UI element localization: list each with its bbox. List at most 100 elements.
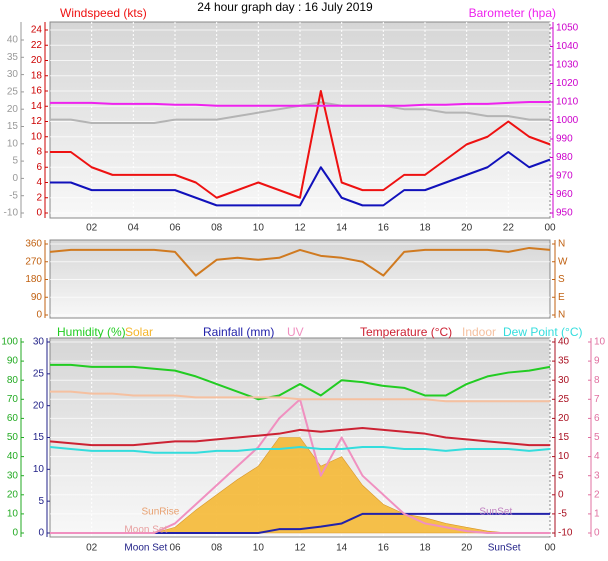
x-tick-label: 00 — [544, 223, 556, 234]
y-tick-label: 30 — [33, 337, 45, 348]
series-line — [50, 363, 551, 401]
y-tick-label: 10 — [31, 131, 43, 142]
y-tick-label: 10 — [7, 138, 19, 149]
y-tick-label: -10 — [558, 528, 573, 539]
y-tick-label: 40 — [558, 337, 570, 348]
y-tick-label: 10 — [33, 464, 45, 475]
y-tick-label: 950 — [556, 208, 573, 219]
y-tick-label: 2 — [36, 192, 42, 203]
y-tick-label: 5 — [558, 470, 564, 481]
y-tick-label: 80 — [7, 375, 19, 386]
y-tick-label: 18 — [31, 70, 43, 81]
y-tick-label: 0 — [12, 173, 18, 184]
y-tick-label: 20 — [7, 489, 19, 500]
x-tick-label: 12 — [294, 543, 306, 554]
y-tick-label: 15 — [558, 432, 570, 443]
annotation: Moon Set — [124, 543, 167, 554]
y-tick-label: 25 — [7, 87, 19, 98]
x-tick-label: 20 — [461, 543, 473, 554]
y-tick-label: E — [558, 292, 565, 303]
y-tick-label: 0 — [558, 489, 564, 500]
y-tick-label: 35 — [7, 52, 19, 63]
legend-entry: Humidity (%) — [57, 325, 126, 339]
legend-entry: Windspeed (kts) — [60, 6, 147, 20]
annotation: SunRise — [142, 507, 180, 518]
y-tick-label: -10 — [4, 208, 19, 219]
legend-entry: UV — [287, 325, 304, 339]
x-tick-label: 22 — [503, 223, 515, 234]
y-tick-label: 90 — [31, 292, 43, 303]
x-tick-label: 16 — [378, 223, 390, 234]
y-tick-label: 1040 — [556, 41, 579, 52]
y-tick-label: 5 — [12, 156, 18, 167]
y-tick-label: W — [558, 256, 568, 267]
y-tick-label: 0 — [36, 310, 42, 321]
series-line — [49, 426, 550, 447]
x-tick-label: 10 — [253, 223, 265, 234]
y-tick-label: 90 — [7, 356, 19, 367]
y-tick-label: 40 — [7, 451, 19, 462]
y-tick-label: 4 — [36, 177, 42, 188]
y-tick-label: 0 — [38, 528, 44, 539]
legend-entry: Solar — [125, 325, 153, 339]
x-tick-label: 02 — [86, 543, 98, 554]
y-tick-label: 1 — [594, 509, 600, 520]
x-tick-label: 14 — [336, 223, 348, 234]
y-tick-label: 100 — [1, 337, 18, 348]
x-tick-label: 00 — [544, 543, 556, 554]
y-tick-label: 70 — [7, 394, 19, 405]
y-tick-label: 30 — [558, 375, 570, 386]
y-tick-label: 25 — [558, 394, 570, 405]
y-tick-label: 970 — [556, 171, 573, 182]
y-tick-label: 0 — [36, 208, 42, 219]
series-line — [49, 246, 551, 277]
legend-entry: Dew Point (°C) — [503, 325, 582, 339]
x-tick-label: 02 — [86, 223, 98, 234]
y-tick-label: 15 — [33, 432, 45, 443]
y-tick-label: 16 — [31, 86, 43, 97]
y-tick-label: 14 — [31, 101, 43, 112]
y-tick-label: N — [558, 310, 565, 321]
y-tick-label: 10 — [7, 509, 19, 520]
legend-entry: Temperature (°C) — [360, 325, 452, 339]
y-tick-label: 8 — [36, 147, 42, 158]
legend-entry: Rainfall (mm) — [203, 325, 274, 339]
y-tick-label: -5 — [9, 190, 18, 201]
y-tick-label: 1030 — [556, 60, 579, 71]
y-tick-label: 20 — [33, 400, 45, 411]
y-tick-label: 20 — [558, 413, 570, 424]
x-tick-label: 06 — [169, 543, 181, 554]
y-tick-label: 6 — [36, 162, 42, 173]
x-tick-label: 10 — [253, 543, 265, 554]
x-tick-label: 04 — [128, 223, 140, 234]
x-tick-label: 12 — [294, 223, 306, 234]
y-tick-label: 60 — [7, 413, 19, 424]
y-tick-label: 30 — [7, 69, 19, 80]
legend-entry: Indoor — [462, 325, 496, 339]
chart-title: 24 hour graph day : 16 July 2019 — [197, 0, 373, 14]
x-tick-label: 18 — [419, 543, 431, 554]
y-tick-label: 990 — [556, 134, 573, 145]
y-tick-label: S — [558, 274, 565, 285]
y-tick-label: 4 — [594, 451, 600, 462]
y-tick-label: 960 — [556, 189, 573, 200]
y-tick-label: 980 — [556, 152, 573, 163]
y-tick-label: 270 — [25, 256, 42, 267]
y-tick-label: 20 — [7, 104, 19, 115]
annotation: Moon Set — [124, 525, 167, 536]
x-tick-label: 08 — [211, 543, 223, 554]
y-tick-label: N — [558, 239, 565, 250]
y-tick-label: 1020 — [556, 78, 579, 89]
y-tick-label: 1010 — [556, 97, 579, 108]
annotation: SunSet — [479, 507, 512, 518]
y-tick-label: 24 — [31, 25, 43, 36]
y-tick-label: 180 — [25, 274, 42, 285]
x-tick-label: 14 — [336, 543, 348, 554]
series-line — [50, 90, 551, 199]
y-tick-label: 1000 — [556, 115, 579, 126]
y-tick-label: 22 — [31, 40, 43, 51]
y-tick-label: 1050 — [556, 23, 579, 34]
series-line — [50, 151, 551, 207]
y-tick-label: 35 — [558, 356, 570, 367]
